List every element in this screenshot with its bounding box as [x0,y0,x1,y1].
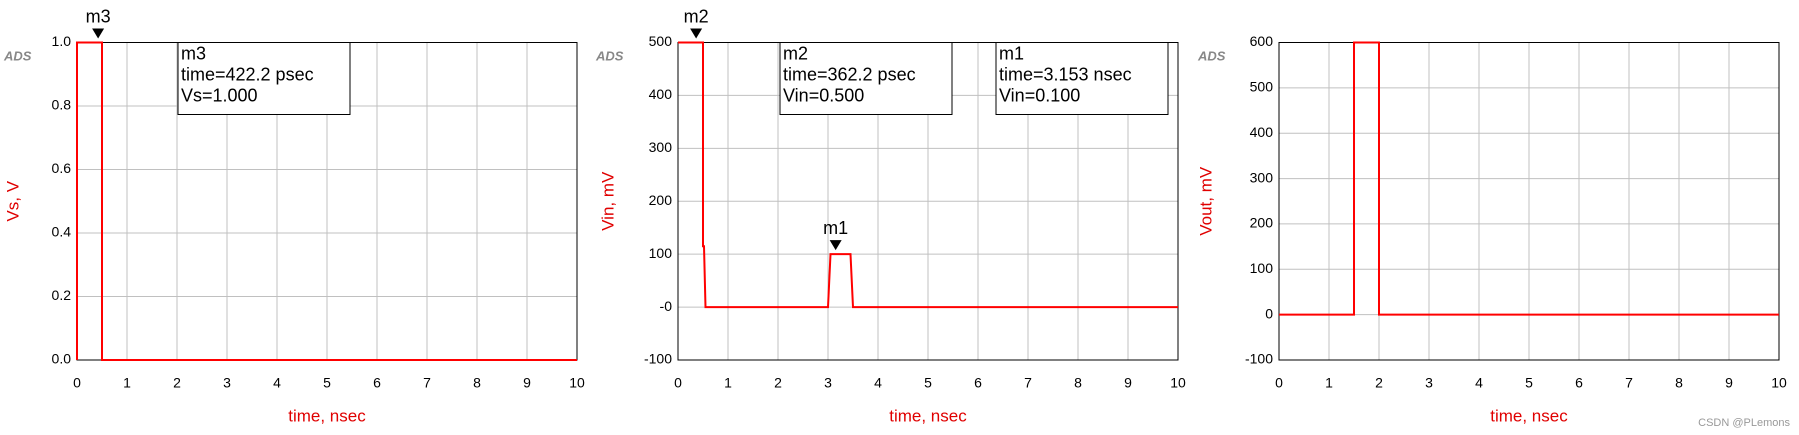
chart: ADS 0 1 2 3 4 5 6 7 8 9 10 -100 -0 100 200 300 400 500 time… [595,6,1186,425]
y-tick-label: 400 [649,86,673,102]
x-tick-label: 3 [824,375,832,391]
marker-triangle [690,28,703,39]
x-axis-label: time, nsec [1490,406,1568,425]
x-tick-label: 5 [323,375,331,391]
marker-box-frame [995,42,1169,115]
logo: ADS [3,48,32,63]
x-tick-label: 10 [1771,375,1787,391]
trace [76,41,577,361]
x-tick-label: 1 [724,375,732,391]
y-tick-label: -0 [660,298,673,314]
x-tick-label: 5 [924,375,932,391]
x-tick-label: 0 [73,375,81,391]
x-tick-label: 0 [1275,375,1283,391]
x-tick-label: 7 [423,375,431,391]
marker-readout: m1 [999,43,1024,63]
y-tick-label: 0 [1265,305,1273,321]
x-tick-label: 0 [674,375,682,391]
x-axis-label: time, nsec [889,406,967,425]
marker-readout: Vin=0.100 [999,85,1080,105]
x-tick-label: 8 [1675,375,1683,391]
x-tick-label: 3 [1425,375,1433,391]
x-tick-label: 10 [1170,375,1186,391]
y-tick-label: 300 [1250,169,1274,185]
marker-box-frame [177,42,351,115]
chart: ADS 0 1 2 3 4 5 6 7 8 9 10 0.0 0.2 0.4 0.6 0.8 1.0 time, n… [3,6,585,425]
marker-readout: Vin=0.500 [783,85,864,105]
y-tick-label: 400 [1250,124,1274,140]
marker-box-frame [779,42,953,115]
x-tick-label: 2 [1375,375,1383,391]
x-tick-label: 8 [1074,375,1082,391]
x-tick-label: 7 [1625,375,1633,391]
x-tick-label: 9 [1124,375,1132,391]
marker-triangle [92,28,105,39]
marker-name: m3 [86,6,111,26]
y-tick-label: 0.2 [52,287,72,303]
y-tick-label: 500 [1250,79,1274,95]
x-tick-label: 7 [1024,375,1032,391]
x-tick-label: 9 [1725,375,1733,391]
x-tick-label: 4 [1475,375,1483,391]
marker-readout: time=3.153 nsec [999,64,1132,84]
x-tick-label: 8 [473,375,481,391]
y-tick-label: -100 [644,351,672,367]
trace [678,41,1178,309]
y-tick-label: 600 [1250,33,1274,49]
trace [1279,41,1779,316]
marker-readout: time=362.2 psec [783,64,916,84]
marker-readout: m2 [783,43,808,63]
y-tick-label: 0.0 [52,351,72,367]
x-tick-label: 6 [1575,375,1583,391]
y-axis-label: Vin, mV [598,171,617,231]
marker-readout: time=422.2 psec [181,64,314,84]
x-tick-label: 6 [373,375,381,391]
marker-name: m2 [684,6,709,26]
y-tick-label: 0.6 [52,160,72,176]
logo: ADS [595,48,624,63]
y-tick-label: 1.0 [52,33,72,49]
x-tick-label: 2 [173,375,181,391]
x-tick-label: 1 [1325,375,1333,391]
y-tick-label: 500 [649,33,673,49]
marker-triangle [829,240,842,251]
y-tick-label: 100 [1250,260,1274,276]
logo: ADS [1197,48,1226,63]
y-tick-label: 200 [649,192,673,208]
x-tick-label: 4 [273,375,281,391]
x-tick-label: 4 [874,375,882,391]
y-tick-label: 200 [1250,215,1274,231]
y-tick-label: -100 [1245,351,1273,367]
x-tick-label: 6 [974,375,982,391]
watermark: CSDN @PLemons [1698,417,1790,429]
x-tick-label: 9 [523,375,531,391]
y-axis-label: Vs, V [3,180,22,221]
x-tick-label: 1 [123,375,131,391]
marker-name: m1 [823,218,848,238]
x-tick-label: 10 [569,375,585,391]
y-tick-label: 100 [649,245,673,261]
x-tick-label: 5 [1525,375,1533,391]
y-tick-label: 300 [649,139,673,155]
y-tick-label: 0.8 [52,97,72,113]
x-axis-label: time, nsec [288,406,366,425]
y-axis-label: Vout, mV [1196,166,1215,236]
x-tick-label: 2 [774,375,782,391]
marker-readout: Vs=1.000 [181,85,258,105]
marker-readout: m3 [181,43,206,63]
plot-frame [1278,42,1780,361]
y-tick-label: 0.4 [52,224,72,240]
x-tick-label: 3 [223,375,231,391]
